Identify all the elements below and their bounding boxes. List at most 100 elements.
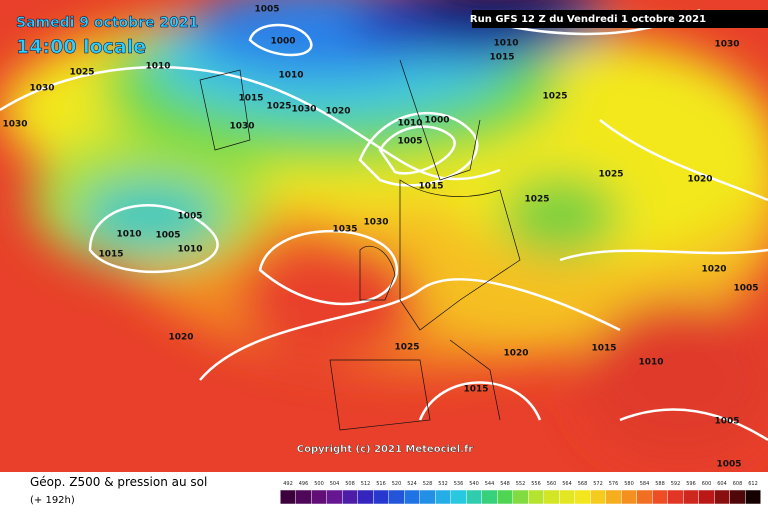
isobar-label: 1025: [394, 343, 419, 353]
legend-label: 564: [562, 481, 572, 487]
isobar-label: 1030: [2, 120, 27, 130]
legend-label: 500: [314, 481, 324, 487]
isobar-label: 1020: [701, 265, 726, 275]
legend-swatch: [714, 489, 730, 505]
isobars: [0, 8, 768, 442]
legend-swatch: [373, 489, 389, 505]
legend-label: 520: [392, 481, 402, 487]
isobar-label: 1025: [542, 92, 567, 102]
legend-swatch: [559, 489, 575, 505]
legend-label: 576: [609, 481, 619, 487]
legend-label: 592: [671, 481, 681, 487]
isobar-label: 1025: [598, 170, 623, 180]
isobar-label: 1010: [145, 62, 170, 72]
legend-swatch: [311, 489, 327, 505]
isobar-label: 1020: [325, 107, 350, 117]
isobar-label: 1025: [69, 68, 94, 78]
legend-swatch: [590, 489, 606, 505]
legend-label: 600: [702, 481, 712, 487]
isobar-label: 1000: [424, 116, 449, 126]
legend-label: 496: [299, 481, 309, 487]
isobar-label: 1015: [489, 53, 514, 63]
legend-swatch: [543, 489, 560, 505]
legend-label: 560: [547, 481, 557, 487]
legend-label: 540: [469, 481, 479, 487]
legend-label: 580: [624, 481, 634, 487]
isobar-label: 1010: [493, 39, 518, 49]
legend-swatch: [295, 489, 312, 505]
isobar-label: 1005: [716, 460, 741, 470]
isobar-label: 1030: [291, 105, 316, 115]
legend-label: 516: [376, 481, 386, 487]
isobar-label: 1000: [270, 37, 295, 47]
isobar-label: 1005: [397, 137, 422, 147]
isobar-label: 1005: [177, 212, 202, 222]
isobar-label: 1010: [278, 71, 303, 81]
legend-label: 584: [640, 481, 650, 487]
legend-label: 588: [655, 481, 665, 487]
legend-label: 548: [500, 481, 510, 487]
isobar-label: 1010: [177, 245, 202, 255]
legend-label: 524: [407, 481, 417, 487]
isobar-label: 1010: [397, 119, 422, 129]
isobar-label: 1020: [168, 333, 193, 343]
isobar-label: 1030: [363, 218, 388, 228]
valid-date: Samedi 9 octobre 2021: [16, 15, 198, 31]
valid-time: 14:00 locale: [16, 36, 146, 58]
isobar-label: 1020: [687, 175, 712, 185]
legend-swatch: [605, 489, 622, 505]
legend-label: 552: [516, 481, 526, 487]
legend-swatch: [280, 489, 296, 505]
isobar-label: 1015: [591, 344, 616, 354]
isobar-label: 1025: [524, 195, 549, 205]
legend-label: 572: [593, 481, 603, 487]
legend-swatch: [435, 489, 451, 505]
legend-label: 532: [438, 481, 448, 487]
run-info: Run GFS 12 Z du Vendredi 1 octobre 2021: [470, 14, 706, 25]
isobar-label: 1005: [254, 5, 279, 15]
isobar-label: 1010: [638, 358, 663, 368]
legend-swatch: [450, 489, 467, 505]
legend-swatch: [388, 489, 405, 505]
legend-swatch: [528, 489, 544, 505]
isobar-label: 1030: [29, 84, 54, 94]
legend-swatch: [636, 489, 653, 505]
legend-swatch: [745, 489, 761, 505]
isobar-label: 1025: [266, 102, 291, 112]
legend-label: 504: [330, 481, 340, 487]
legend-label: 608: [733, 481, 743, 487]
legend-label: 612: [748, 481, 758, 487]
copyright: Copyright (c) 2021 Meteociel.fr: [297, 444, 474, 455]
legend-label: 508: [345, 481, 355, 487]
legend-swatch: [466, 489, 482, 505]
isobar-label: 1015: [238, 94, 263, 104]
legend-swatch: [419, 489, 436, 505]
field: Run GFS 12 Z du Vendredi 1 octobre 2021 …: [0, 0, 768, 472]
isobar-label: 1005: [155, 231, 180, 241]
legend-swatch: [357, 489, 374, 505]
legend-swatch: [481, 489, 498, 505]
legend-swatch: [497, 489, 513, 505]
coastlines: [199, 59, 521, 431]
isobar-label: 1030: [714, 40, 739, 50]
legend-swatch: [512, 489, 529, 505]
legend-swatch: [574, 489, 591, 505]
run-banner: [472, 10, 768, 28]
isobar-label: 1030: [229, 122, 254, 132]
legend-label: 604: [717, 481, 727, 487]
legend-swatch: [621, 489, 637, 505]
legend-label: 568: [578, 481, 588, 487]
legend-swatch: [342, 489, 358, 505]
isobar-label: 1005: [714, 417, 739, 427]
legend-swatch: [404, 489, 420, 505]
isobar-label: 1035: [332, 225, 357, 235]
isobar-label: 1005: [733, 284, 758, 294]
legend-swatch: [698, 489, 715, 505]
legend-label: 556: [531, 481, 541, 487]
isobar-label: 1015: [418, 182, 443, 192]
legend-label: 512: [361, 481, 371, 487]
isobar-label: 1010: [116, 230, 141, 240]
legend-label: 528: [423, 481, 433, 487]
